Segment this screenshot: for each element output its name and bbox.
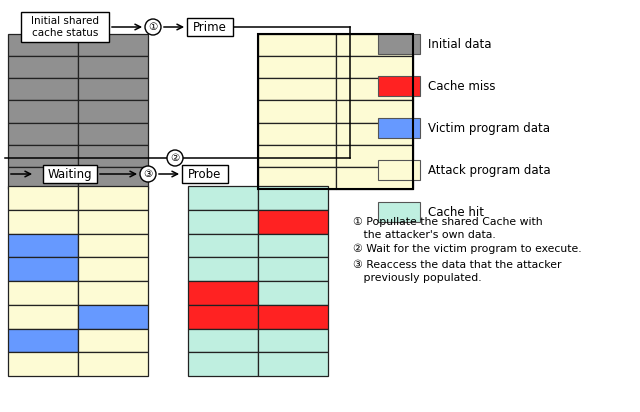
Circle shape	[145, 19, 161, 35]
Bar	[258, 305, 328, 328]
Bar	[258, 101, 335, 123]
Bar	[335, 167, 413, 189]
Bar	[258, 145, 335, 167]
Bar	[335, 145, 413, 167]
Bar	[78, 234, 148, 257]
FancyBboxPatch shape	[21, 12, 109, 42]
Bar	[378, 76, 420, 96]
Bar	[258, 78, 335, 101]
Text: the attacker's own data.: the attacker's own data.	[353, 230, 496, 240]
Bar	[188, 210, 258, 234]
Bar	[335, 123, 413, 145]
Text: ①: ①	[148, 22, 157, 32]
Bar	[78, 281, 148, 305]
Bar	[258, 123, 335, 145]
Bar	[258, 186, 328, 210]
Bar	[188, 186, 258, 210]
Bar	[258, 352, 328, 376]
Bar	[8, 78, 78, 101]
Bar	[258, 167, 335, 189]
Bar	[258, 210, 328, 234]
Bar	[8, 167, 78, 189]
Bar	[188, 234, 258, 257]
Bar	[378, 160, 420, 180]
Text: ② Wait for the victim program to execute.: ② Wait for the victim program to execute…	[353, 244, 582, 254]
Bar	[258, 328, 328, 352]
Bar	[78, 78, 148, 101]
Bar	[188, 305, 258, 328]
FancyBboxPatch shape	[187, 18, 233, 36]
Bar	[78, 210, 148, 234]
Text: Probe: Probe	[188, 168, 221, 180]
Bar	[78, 101, 148, 123]
Text: ②: ②	[170, 153, 180, 163]
Text: previously populated.: previously populated.	[353, 273, 482, 283]
Text: ① Popullate the shared Cache with: ① Popullate the shared Cache with	[353, 217, 543, 227]
Bar	[78, 56, 148, 78]
Bar	[78, 186, 148, 210]
Bar	[8, 328, 78, 352]
Bar	[8, 34, 78, 56]
Bar	[188, 281, 258, 305]
Bar	[335, 101, 413, 123]
Bar	[335, 56, 413, 78]
Bar	[258, 234, 328, 257]
Bar	[8, 305, 78, 328]
Bar	[8, 234, 78, 257]
Bar	[8, 257, 78, 281]
Bar	[188, 352, 258, 376]
Text: Attack program data: Attack program data	[428, 164, 550, 176]
Bar	[258, 34, 335, 56]
Bar	[8, 352, 78, 376]
Circle shape	[140, 166, 156, 182]
Bar	[8, 123, 78, 145]
Text: ③ Reaccess the data that the attacker: ③ Reaccess the data that the attacker	[353, 260, 561, 270]
Bar	[8, 101, 78, 123]
Bar	[8, 210, 78, 234]
Text: Initial data: Initial data	[428, 37, 492, 51]
Bar	[258, 281, 328, 305]
Bar	[78, 257, 148, 281]
FancyBboxPatch shape	[182, 165, 228, 183]
Bar	[78, 145, 148, 167]
Bar	[378, 34, 420, 54]
Bar	[8, 145, 78, 167]
Bar	[378, 202, 420, 222]
Bar	[78, 328, 148, 352]
Text: Initial shared
cache status: Initial shared cache status	[31, 16, 99, 38]
Bar	[378, 118, 420, 138]
FancyBboxPatch shape	[43, 165, 97, 183]
Bar	[188, 328, 258, 352]
Circle shape	[167, 150, 183, 166]
Bar	[258, 56, 335, 78]
Text: Prime: Prime	[193, 21, 227, 33]
Bar	[8, 56, 78, 78]
Bar	[335, 78, 413, 101]
Bar	[78, 305, 148, 328]
Bar	[8, 281, 78, 305]
Bar	[78, 123, 148, 145]
Text: Cache hit: Cache hit	[428, 206, 484, 218]
Bar	[78, 352, 148, 376]
Bar	[258, 257, 328, 281]
Text: Victim program data: Victim program data	[428, 122, 550, 134]
Text: ③: ③	[143, 169, 152, 179]
Text: Cache miss: Cache miss	[428, 80, 495, 93]
Bar	[8, 186, 78, 210]
Bar	[258, 34, 413, 189]
Text: Waiting: Waiting	[48, 168, 92, 180]
Bar	[78, 34, 148, 56]
Bar	[78, 167, 148, 189]
Bar	[188, 257, 258, 281]
Bar	[335, 34, 413, 56]
